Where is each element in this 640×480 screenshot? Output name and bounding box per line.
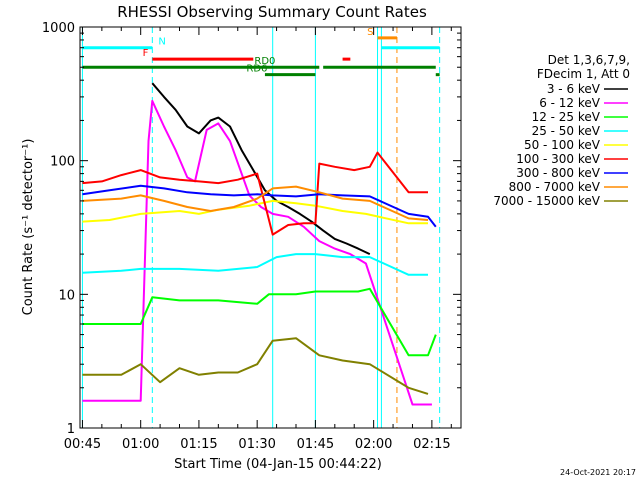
status-bar-label-rd6: RD6 [246, 64, 267, 75]
chart-title: RHESSI Observing Summary Count Rates [117, 3, 427, 21]
status-bar-label-f: F [143, 48, 149, 59]
status-bar-label-n: N [158, 37, 165, 48]
x-tick-label-01-00: 01:00 [122, 437, 159, 452]
legend-header-line-1: Det 1,3,6,7,9, [548, 53, 630, 67]
status-bar-label-s: S [367, 27, 373, 38]
series-25-50-kev [82, 253, 428, 276]
legend-label-50-100-kev: 50 - 100 keV [524, 138, 601, 152]
series-12-25-kev [82, 287, 437, 357]
x-tick-label-02-15: 02:15 [413, 437, 450, 452]
plot-frame [79, 26, 462, 429]
x-tick-label-00-45: 00:45 [64, 437, 101, 452]
series-50-100-kev [82, 199, 428, 225]
legend-label-7000-15000-kev: 7000 - 15000 keV [493, 194, 600, 208]
x-tick-label-01-15: 01:15 [180, 437, 217, 452]
series-300-800-kev [82, 184, 437, 228]
data-series [82, 82, 437, 406]
legend-label-100-300-kev: 100 - 300 keV [516, 152, 600, 166]
legend-header-line-2: FDecim 1, Att 0 [537, 67, 630, 81]
series-100-300-kev [82, 151, 428, 236]
y-axis-label: Count Rate (s⁻¹ detector⁻¹) [21, 139, 36, 316]
x-axis-label: Start Time (04-Jan-15 00:44:22) [174, 457, 382, 472]
series-3-6-kev [151, 82, 371, 256]
y-axis-ticks: 1 10 100 1000 [42, 21, 461, 437]
series-800-7000-kev [82, 185, 429, 221]
x-tick-label-01-30: 01:30 [238, 437, 275, 452]
legend-label-25-50-kev: 25 - 50 keV [532, 124, 601, 138]
legend-label-12-25-kev: 12 - 25 keV [532, 110, 601, 124]
status-bar-label-rd0: RD0 [254, 56, 275, 67]
legend-label-3-6-kev: 3 - 6 keV [547, 82, 601, 96]
series-7000-15000-kev [82, 337, 429, 395]
footer-timestamp: 24-Oct-2021 20:17 [560, 468, 636, 477]
x-tick-label-02-00: 02:00 [355, 437, 392, 452]
x-tick-label-01-45: 01:45 [297, 437, 334, 452]
y-tick-label-100: 100 [50, 155, 75, 170]
series-6-12-kev [82, 99, 432, 406]
legend-label-300-800-kev: 300 - 800 keV [516, 166, 600, 180]
y-tick-label-10: 10 [58, 288, 75, 303]
event-vertical-lines [81, 27, 441, 428]
y-tick-label-1: 1 [67, 422, 75, 437]
legend-label-6-12-kev: 6 - 12 keV [539, 96, 601, 110]
legend-label-800-7000-kev: 800 - 7000 keV [509, 180, 601, 194]
y-tick-label-1000: 1000 [42, 21, 75, 36]
x-axis-ticks: 00:45 01:00 01:15 01:30 01:45 02:00 02:15 [64, 27, 452, 452]
